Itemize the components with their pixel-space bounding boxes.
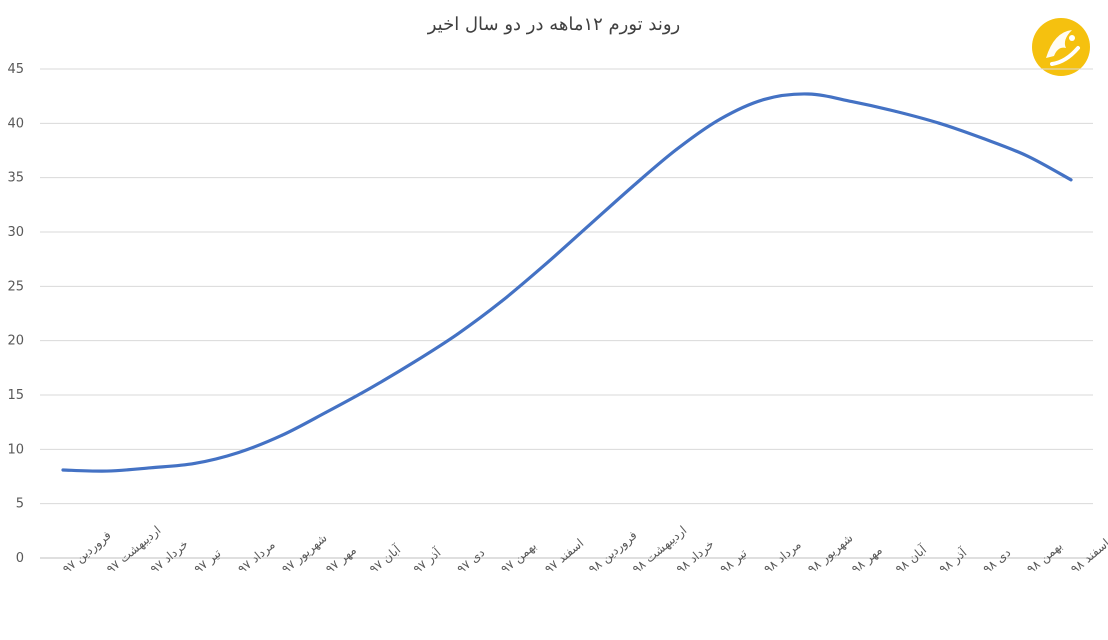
x-tick-label: دی ۹۷: [454, 545, 487, 576]
data-point: [280, 433, 284, 437]
data-point: [61, 468, 65, 472]
y-axis-ticks: 0 5 10 15 20 25 30 35 40 45: [7, 62, 24, 566]
data-point: [456, 332, 459, 336]
data-point: [631, 184, 635, 188]
x-tick-label: مرداد ۹۷: [235, 537, 278, 577]
data-point: [543, 263, 547, 266]
data-point: [850, 100, 854, 103]
y-tick-label: 40: [7, 116, 24, 131]
data-point: [762, 98, 766, 101]
brand-logo-mark: [1046, 30, 1080, 66]
y-tick-label: 15: [7, 388, 24, 403]
data-point: [324, 410, 328, 414]
y-tick-label: 10: [7, 442, 24, 457]
series-line-0: [61, 92, 1073, 473]
data-point: [412, 361, 416, 364]
y-tick-label: 30: [7, 225, 24, 240]
x-tick-label: آبان ۹۸: [892, 541, 930, 576]
x-tick-label: تیر ۹۸: [717, 546, 750, 577]
x-tick-label: مهر ۹۷: [323, 543, 360, 577]
y-tick-label: 0: [16, 551, 24, 566]
x-tick-label: اسفند ۹۸: [1068, 536, 1108, 576]
data-point: [894, 109, 898, 113]
data-point: [718, 117, 722, 121]
data-point: [587, 224, 591, 227]
x-tick-label: شهریور ۹۸: [805, 531, 856, 577]
data-point: [1025, 154, 1029, 158]
y-tick-label: 25: [7, 279, 24, 294]
x-tick-label: دی ۹۸: [980, 545, 1013, 576]
x-tick-label: آذر ۹۸: [936, 544, 971, 577]
x-tick-label: مهر ۹۸: [849, 543, 886, 577]
data-point: [368, 387, 372, 390]
data-point: [981, 137, 985, 140]
data-point: [1069, 178, 1073, 182]
data-point: [806, 92, 810, 96]
x-tick-label: آذر ۹۷: [410, 544, 445, 577]
x-tick-label: مرداد ۹۸: [761, 537, 804, 577]
data-point: [149, 466, 153, 470]
y-tick-label: 5: [16, 497, 24, 512]
x-tick-label: خرداد ۹۷: [148, 537, 192, 577]
x-tick-label: تیر ۹۷: [191, 546, 224, 577]
y-tick-label: 45: [7, 62, 24, 77]
x-tick-label: اسفند ۹۷: [542, 536, 586, 576]
series-layer: [61, 92, 1073, 473]
x-tick-label: آبان ۹۷: [366, 541, 404, 576]
x-tick-label: شهریور ۹۷: [279, 531, 330, 577]
y-tick-label: 35: [7, 171, 24, 186]
data-point: [236, 451, 240, 454]
data-point: [499, 300, 503, 303]
data-point: [105, 469, 109, 473]
data-point: [193, 462, 196, 465]
data-point: [938, 121, 941, 125]
x-tick-label: خرداد ۹۸: [673, 537, 717, 577]
y-tick-label: 20: [7, 334, 24, 349]
data-point: [675, 148, 678, 151]
grid-lines: [40, 68, 1093, 559]
chart-title: روند تورم ۱۲ماهه در دو سال اخیر: [427, 14, 681, 35]
brand-logo-icon: [1032, 18, 1090, 76]
